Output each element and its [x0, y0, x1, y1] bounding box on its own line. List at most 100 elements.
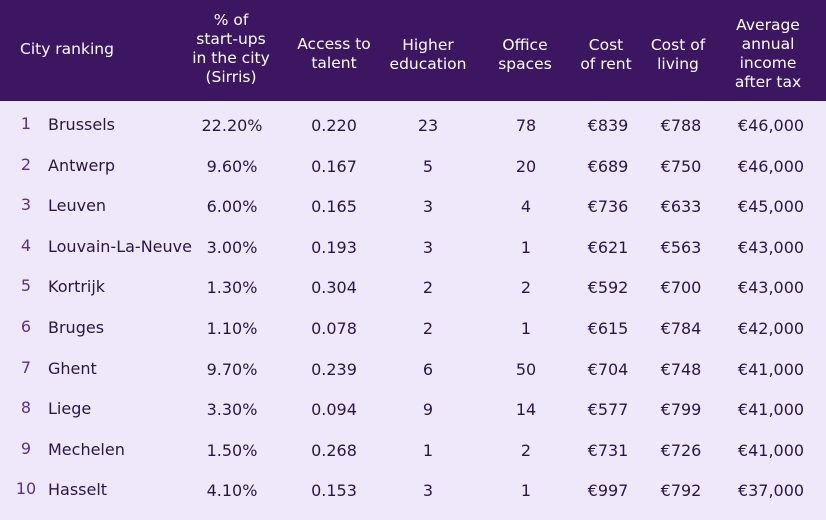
cell-office-spaces: 2 [520, 278, 532, 298]
cell-startups: 9.60% [206, 156, 258, 176]
cell-office-spaces: 4 [520, 197, 532, 217]
cell-higher-education: 3 [422, 237, 434, 257]
header-office-spaces: Office spaces [498, 36, 552, 73]
cell-startups: 1.30% [206, 278, 258, 298]
cell-cost-of-living: €700 [660, 278, 702, 298]
cell-rank: 7 [20, 357, 32, 377]
cell-startups: 3.00% [206, 237, 258, 257]
cell-rank: 8 [20, 398, 32, 418]
cell-rank: 2 [20, 154, 32, 174]
table-row: 2 Antwerp 9.60% 0.167 5 20 €689 €750 €46,000 [0, 147, 826, 187]
cell-cost-of-living: €633 [660, 197, 702, 217]
cell-higher-education: 2 [422, 319, 434, 338]
cell-access-to-talent: 0.304 [311, 278, 357, 298]
cell-cost-of-living: €788 [660, 116, 702, 135]
cell-startups: 4.10% [206, 481, 258, 501]
cell-access-to-talent: 0.239 [311, 359, 357, 379]
cell-cost-of-rent: €839 [587, 116, 629, 135]
header-cost-of-rent: Cost of rent [580, 36, 632, 73]
cell-startups: 6.00% [206, 197, 258, 217]
cell-higher-education: 5 [422, 156, 434, 176]
cell-cost-of-living: €750 [660, 156, 702, 176]
cell-higher-education: 3 [422, 481, 434, 501]
cell-cost-of-rent: €577 [587, 400, 629, 420]
cell-startups: 22.20% [201, 116, 263, 135]
cell-access-to-talent: 0.193 [311, 237, 357, 257]
cell-cost-of-living: €563 [660, 237, 702, 257]
cell-city: Leuven [48, 196, 107, 216]
cell-cost-of-living: €792 [660, 481, 702, 501]
cell-city: Bruges [48, 318, 105, 337]
table-header: City ranking % of start-ups in the city … [0, 0, 826, 101]
header-average-income: Average annual income after tax [734, 16, 802, 91]
cell-average-income: €46,000 [737, 156, 805, 176]
cell-cost-of-rent: €689 [587, 156, 629, 176]
cell-access-to-talent: 0.220 [311, 116, 357, 135]
cell-higher-education: 2 [422, 278, 434, 298]
cell-average-income: €43,000 [737, 278, 805, 298]
cell-average-income: €41,000 [737, 440, 805, 460]
cell-city: Brussels [48, 115, 115, 134]
cell-higher-education: 9 [422, 400, 434, 420]
cell-rank: 3 [20, 195, 32, 215]
cell-access-to-talent: 0.094 [311, 400, 357, 420]
cell-average-income: €46,000 [737, 116, 805, 135]
table-row: 10 Hasselt 4.10% 0.153 3 1 €997 €792 €37,000 [0, 471, 826, 511]
cell-office-spaces: 20 [515, 156, 537, 176]
table-row: 9 Mechelen 1.50% 0.268 1 2 €731 €726 €41,000 [0, 431, 826, 471]
table-row: 3 Leuven 6.00% 0.165 3 4 €736 €633 €45,000 [0, 187, 826, 227]
cell-average-income: €37,000 [737, 481, 805, 501]
header-startups: % of start-ups in the city (Sirris) [192, 11, 270, 86]
cell-cost-of-rent: €704 [587, 359, 629, 379]
table-row: 8 Liege 3.30% 0.094 9 14 €577 €799 €41,000 [0, 390, 826, 430]
cell-office-spaces: 1 [520, 481, 532, 501]
cell-startups: 9.70% [206, 359, 258, 379]
cell-cost-of-rent: €731 [587, 440, 629, 460]
cell-city: Ghent [48, 358, 97, 378]
cell-cost-of-rent: €615 [587, 319, 629, 338]
header-city-ranking: City ranking [20, 40, 114, 58]
cell-cost-of-living: €726 [660, 440, 702, 460]
cell-office-spaces: 14 [515, 400, 537, 420]
cell-city: Mechelen [48, 439, 125, 459]
cell-average-income: €42,000 [737, 319, 805, 338]
table-row: 1 Brussels 22.20% 0.220 23 78 €839 €788 €46,000 [0, 106, 826, 146]
cell-higher-education: 23 [417, 116, 439, 135]
cell-office-spaces: 1 [520, 319, 532, 338]
cell-rank: 1 [20, 114, 32, 133]
cell-city: Antwerp [48, 155, 116, 175]
cell-rank: 6 [20, 317, 32, 336]
cell-cost-of-living: €748 [660, 359, 702, 379]
cell-startups: 1.50% [206, 440, 258, 460]
cell-rank: 4 [20, 235, 32, 255]
cell-higher-education: 6 [422, 359, 434, 379]
header-access-to-talent: Access to talent [297, 35, 371, 72]
cell-city: Kortrijk [48, 277, 106, 297]
cell-office-spaces: 78 [515, 116, 537, 135]
cell-cost-of-rent: €997 [587, 481, 629, 501]
header-cost-of-living: Cost of living [650, 36, 706, 73]
cell-access-to-talent: 0.167 [311, 156, 357, 176]
cell-startups: 1.10% [206, 319, 258, 338]
cell-office-spaces: 1 [520, 237, 532, 257]
cell-city: Louvain-La-Neuve [48, 236, 192, 256]
cell-cost-of-rent: €592 [587, 278, 629, 298]
table-row: 5 Kortrijk 1.30% 0.304 2 2 €592 €700 €43,000 [0, 268, 826, 308]
cell-higher-education: 3 [422, 197, 434, 217]
cell-office-spaces: 2 [520, 440, 532, 460]
cell-city: Hasselt [48, 480, 108, 500]
cell-cost-of-rent: €736 [587, 197, 629, 217]
cell-rank: 5 [20, 276, 32, 296]
cell-access-to-talent: 0.268 [311, 440, 357, 460]
cell-average-income: €41,000 [737, 400, 805, 420]
cell-average-income: €45,000 [737, 197, 805, 217]
cell-cost-of-living: €799 [660, 400, 702, 420]
cell-higher-education: 1 [422, 440, 434, 460]
table-row: 4 Louvain-La-Neuve 3.00% 0.193 3 1 €621 €563 €43… [0, 228, 826, 268]
cell-cost-of-living: €784 [660, 319, 702, 338]
cell-average-income: €43,000 [737, 237, 805, 257]
cell-average-income: €41,000 [737, 359, 805, 379]
table-row: 6 Bruges 1.10% 0.078 2 1 €615 €784 €42,000 [0, 309, 826, 349]
header-higher-education: Higher education [389, 36, 467, 73]
